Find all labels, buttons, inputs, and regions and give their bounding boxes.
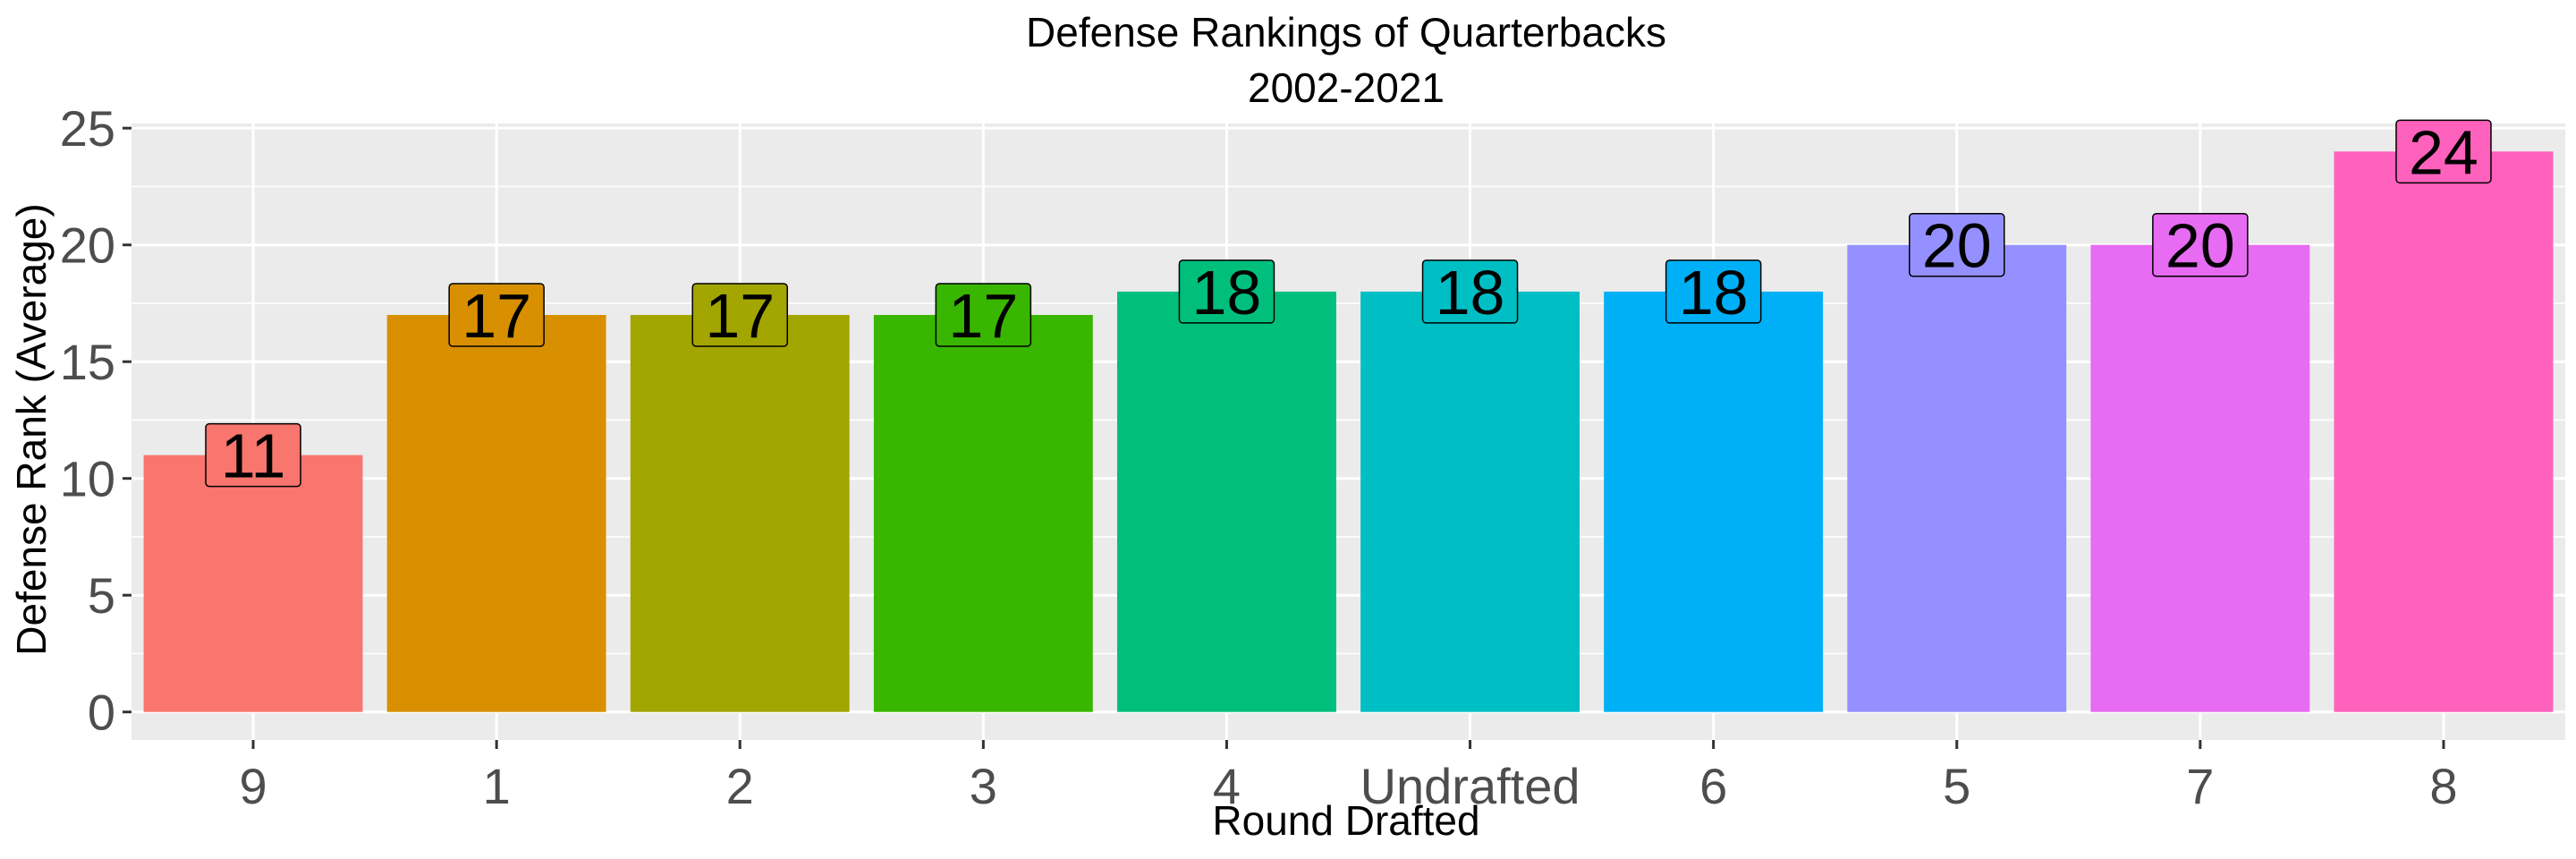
data-label-box: [935, 283, 1032, 347]
data-label-box: [1909, 212, 2005, 277]
x-tick-label: 3: [970, 758, 997, 814]
x-tick-label: 9: [239, 758, 267, 814]
x-tick-label: 2: [726, 758, 754, 814]
x-tick-label: Undrafted: [1360, 758, 1580, 814]
data-label: 18: [1192, 258, 1262, 327]
data-label-box: [1421, 259, 1519, 324]
data-label: 17: [705, 281, 775, 351]
y-tick-label: 10: [60, 451, 115, 507]
y-tick-label: 20: [60, 217, 115, 274]
y-axis-title: Defense Rank (Average): [8, 203, 55, 655]
x-tick-label: 1: [483, 758, 511, 814]
x-axis-title: Round Drafted: [1212, 797, 1479, 844]
data-label-box: [448, 283, 545, 347]
data-label-box: [2395, 119, 2492, 184]
plot-area: 11 17 17 17 18 18 18 20 20 24 0 5 10 15 20 25 9 1 2 3 4 Undra…: [60, 100, 2565, 814]
y-tick-label: 25: [60, 100, 115, 157]
data-label-box: [1665, 259, 1762, 324]
bar[interactable]: [1117, 291, 1336, 712]
y-tick-label: 5: [88, 567, 115, 624]
bar[interactable]: [1360, 291, 1580, 712]
data-label: 18: [1679, 258, 1749, 327]
data-label: 20: [1922, 211, 1992, 281]
data-label: 11: [221, 421, 286, 491]
bar[interactable]: [1847, 244, 2067, 712]
x-tick-label: 4: [1213, 758, 1241, 814]
chart-title: Defense Rankings of Quarterbacks: [1026, 9, 1666, 55]
bar[interactable]: [386, 315, 606, 712]
bar[interactable]: [1604, 291, 1824, 712]
bar[interactable]: [2334, 151, 2554, 712]
x-tick-label: 8: [2429, 758, 2457, 814]
y-tick-label: 0: [88, 685, 115, 741]
data-label-box: [691, 283, 788, 347]
bar[interactable]: [873, 315, 1093, 712]
bar[interactable]: [2090, 244, 2310, 712]
data-label: 24: [2409, 117, 2479, 187]
x-tick-label: 7: [2186, 758, 2214, 814]
data-label: 20: [2165, 211, 2235, 281]
data-label: 17: [462, 281, 531, 351]
data-label-box: [2152, 212, 2249, 277]
bar[interactable]: [143, 455, 363, 712]
data-label-box: [1178, 259, 1275, 324]
x-tick-label: 5: [1943, 758, 1970, 814]
bar[interactable]: [630, 315, 850, 712]
y-tick-label: 15: [60, 334, 115, 390]
data-label-box: [205, 422, 301, 488]
data-label: 18: [1436, 258, 1505, 327]
chart-subtitle: 2002-2021: [1248, 64, 1445, 111]
data-label: 17: [948, 281, 1018, 351]
x-tick-label: 6: [1699, 758, 1727, 814]
